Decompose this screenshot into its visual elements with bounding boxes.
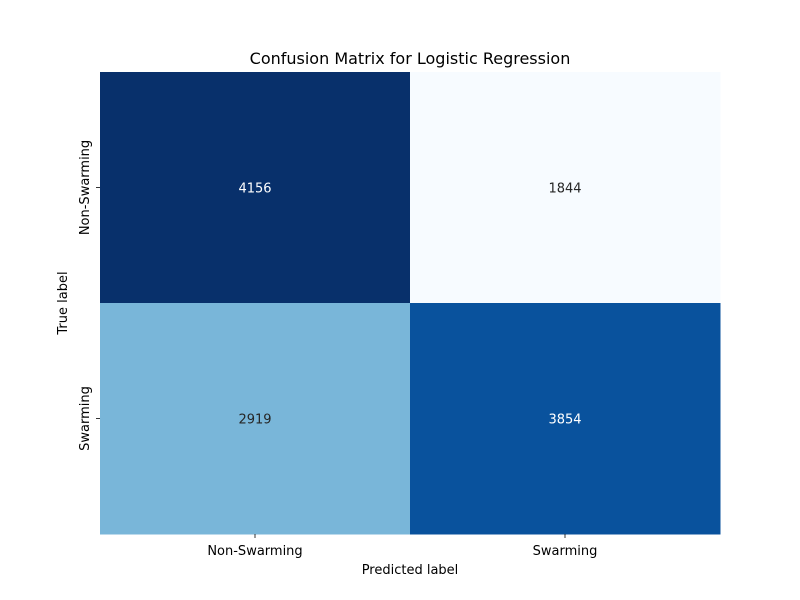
y-axis-label: True label	[56, 271, 71, 335]
cell-value-label: 3854	[548, 413, 581, 428]
y-axis-ticks: Non-Swarming Swarming	[78, 140, 100, 451]
cell-value-label: 2919	[238, 413, 271, 428]
heatmap-cell	[410, 303, 721, 535]
heatmap-cell	[410, 72, 721, 304]
heatmap-cell	[100, 303, 411, 535]
heatmap-cell-labels: 4156 1844 2919 3854	[238, 182, 581, 428]
cell-value-label: 4156	[238, 182, 271, 197]
x-tick-label: Swarming	[533, 544, 598, 559]
y-tick-label: Non-Swarming	[78, 140, 93, 235]
heatmap-cell	[100, 72, 411, 304]
x-tick-label: Non-Swarming	[207, 544, 302, 559]
chart-title: Confusion Matrix for Logistic Regression	[250, 49, 571, 68]
heatmap-cells	[100, 72, 721, 535]
cell-value-label: 1844	[548, 182, 581, 197]
x-axis-ticks: Non-Swarming Swarming	[207, 534, 597, 559]
x-axis-label: Predicted label	[362, 563, 459, 578]
y-tick-label: Swarming	[78, 386, 93, 451]
